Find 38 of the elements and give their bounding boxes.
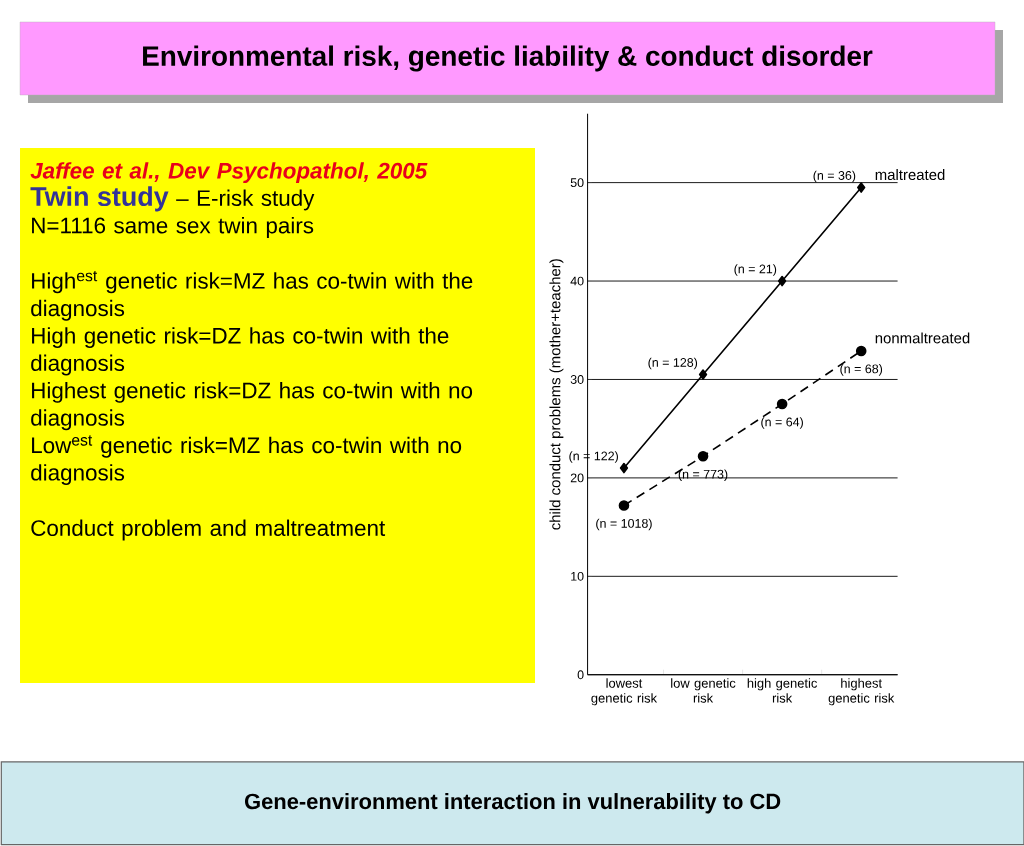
point [698,369,708,380]
text: Conduct problem and maltreatment [31,519,386,541]
point [857,182,866,193]
annotation: (n = 68) [840,364,883,376]
y-tick-label: 10 [571,571,584,581]
annotation: (n = 36) [813,170,856,183]
x-tick-label: low genetic risk [671,678,736,703]
y-tick-label: 0 [577,670,584,680]
point [697,450,709,462]
annotation: (n = 128) [648,357,698,370]
x-tick-label: high genetic risk [747,678,818,703]
text: N=1116 same sex twin pairs [32,216,314,238]
y-tick-label: 50 [570,178,584,188]
text: Twin study [30,186,169,212]
y-axis-title: child conduct problems (mother+teacher) [549,259,564,530]
text: Jaffee et al., Dev Psychopathol, 2005 [30,162,428,184]
point [776,398,788,410]
text: High genetic risk=DZ has co-twin with the diagnosis [31,327,449,376]
annotation: (n = 21) [734,264,777,276]
text: Gene-environment interaction in vulnerability to CD [244,793,781,814]
annotation: (n = 773) [678,469,728,482]
text: High$^{est}$ genetic risk=MZ has co-twin with the diagnosis [31,270,473,321]
chart-title: Environmental risk, genetic liability & conduct disorder [143,45,873,72]
annotation: (n = 64) [761,417,803,429]
point [619,462,629,474]
y-tick-label: 20 [570,473,584,483]
y-tick-label: 40 [570,276,584,286]
series-label: nonmaltreated [875,332,970,344]
text: – E-risk study [176,189,315,211]
point [777,275,787,287]
x-tick-label: lowest genetic risk [591,678,658,706]
y-tick-label: 30 [570,375,584,384]
point [855,345,867,357]
annotation: (n = 1018) [596,518,652,531]
point [618,500,630,511]
text: Low$^{est}$ genetic risk=MZ has co-twin with no diagnosis [31,435,462,486]
x-tick-label: highest genetic risk [828,678,895,706]
series-label: maltreated [875,169,945,181]
